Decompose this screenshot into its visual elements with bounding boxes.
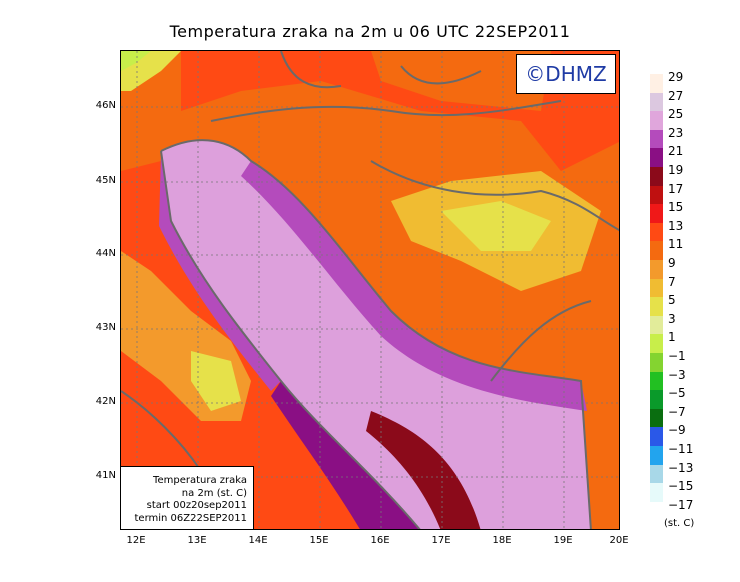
east-coast-band (241, 161, 587, 411)
lat-label-41n: 41N (95, 470, 116, 481)
legend-swatch (650, 92, 663, 112)
legend-level-label: 9 (668, 256, 676, 270)
legend-swatch (650, 278, 663, 298)
lat-label-43n: 43N (95, 322, 116, 333)
info-line-termin: termin 06Z22SEP2011 (134, 512, 248, 524)
map-canvas (121, 51, 619, 529)
north-orange-area (371, 51, 551, 111)
legend-swatch (650, 427, 663, 446)
lat-label-42n: 42N (95, 396, 116, 407)
legend-level-label: −11 (668, 442, 694, 456)
info-line-unit: na 2m (st. C) (181, 487, 247, 499)
legend-swatch (650, 204, 663, 223)
south-warm-band (271, 381, 420, 529)
dhmz-logo: ©DHMZ (516, 54, 616, 94)
legend-unit: (st. C) (664, 518, 695, 529)
map-title: Temperatura zraka na 2m u 06 UTC 22SEP20… (169, 22, 571, 41)
legend-level-label: 27 (668, 88, 684, 103)
lon-label-20e: 20E (609, 535, 629, 546)
legend-swatch (650, 148, 663, 167)
legend-level-label: −5 (668, 386, 686, 401)
legend-level-label: 29 (668, 70, 684, 84)
legend-swatch (650, 167, 663, 186)
legend-level-label: −3 (668, 367, 686, 382)
legend-level-label: 23 (668, 125, 684, 140)
bosnia-cold-area (441, 201, 551, 251)
temperature-map (120, 50, 620, 530)
legend-swatch (650, 74, 663, 93)
legend-swatch (650, 185, 663, 205)
lon-label-15e: 15E (309, 535, 329, 546)
legend-swatch (650, 390, 663, 409)
legend-level-label: 15 (668, 200, 684, 215)
legend-swatch (650, 353, 663, 372)
lon-label-19e: 19E (553, 535, 573, 546)
legend-level-label: −13 (668, 460, 694, 475)
legend-swatch (650, 315, 663, 335)
south-hot-area (366, 411, 481, 529)
legend-level-label: −15 (668, 479, 694, 494)
legend-swatch (650, 260, 663, 279)
legend-level-label: 19 (668, 163, 684, 177)
legend-level-label: 3 (668, 311, 676, 326)
legend-level-label: 13 (668, 218, 684, 233)
legend-swatch (650, 241, 663, 260)
legend-swatch (650, 222, 663, 242)
info-line-title: Temperatura zraka (153, 475, 247, 486)
legend-level-label: −17 (668, 497, 694, 512)
legend-swatch (650, 297, 663, 316)
legend-level-label: 17 (668, 181, 684, 196)
lat-label-44n: 44N (95, 248, 116, 259)
lat-label-46n: 46N (95, 100, 116, 111)
legend-swatch (650, 483, 663, 502)
italy-apennine-cool (191, 351, 241, 411)
legend-level-label: 5 (668, 293, 676, 308)
legend-swatch (650, 464, 663, 484)
legend-swatch (650, 408, 663, 428)
info-box: Temperatura zraka na 2m (st. C) start 00… (120, 466, 254, 530)
adriatic-sea (161, 140, 591, 529)
legend-level-label: −9 (668, 423, 686, 438)
nw-cold-area (121, 51, 151, 71)
lon-label-18e: 18E (492, 535, 512, 546)
lat-label-45n: 45N (95, 175, 116, 186)
legend-level-label: 1 (668, 330, 676, 345)
lon-label-12e: 12E (126, 535, 146, 546)
legend-swatch (650, 334, 663, 353)
legend-swatch (650, 446, 663, 465)
legend-level-label: 25 (668, 107, 684, 122)
lon-label-13e: 13E (187, 535, 207, 546)
legend-level-label: −7 (668, 404, 686, 419)
lon-label-14e: 14E (248, 535, 268, 546)
info-line-start: start 00z20sep2011 (146, 500, 247, 511)
legend-swatch (650, 111, 663, 130)
legend-level-label: 11 (668, 237, 684, 252)
lon-label-17e: 17E (431, 535, 451, 546)
legend-swatch (650, 371, 663, 391)
legend-swatch (650, 129, 663, 149)
lon-label-16e: 16E (370, 535, 390, 546)
legend-level-label: 7 (668, 274, 676, 289)
legend-level-label: −1 (668, 349, 686, 363)
legend-level-label: 21 (668, 144, 684, 159)
